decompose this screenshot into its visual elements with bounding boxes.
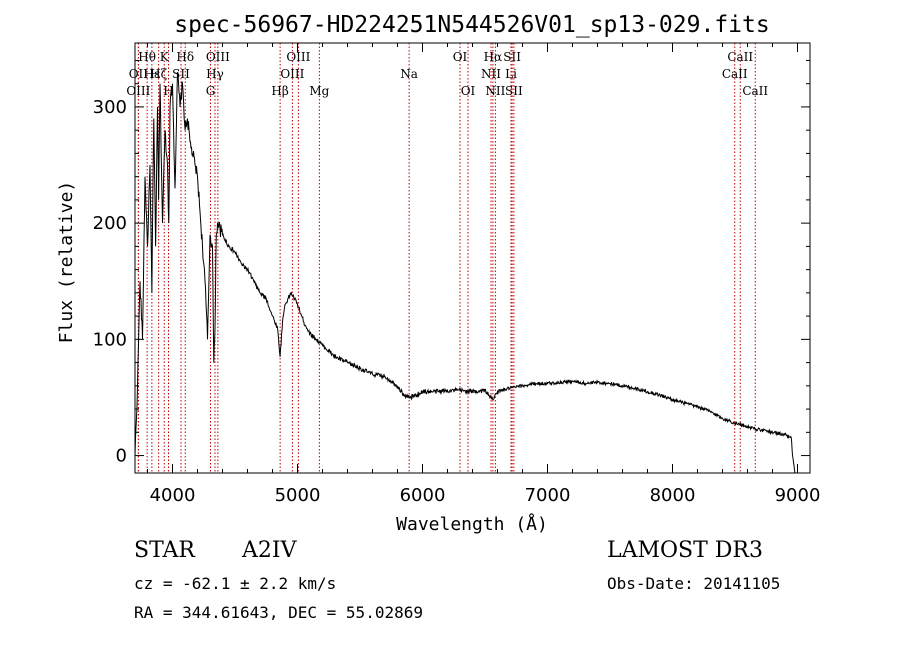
flux-line — [134, 71, 796, 474]
line-label-0: Hθ — [138, 50, 156, 64]
line-label-14: Hβ — [271, 84, 288, 98]
y-axis-label: Flux (relative) — [56, 181, 77, 344]
redshift-text: cz = -62.1 ± 2.2 km/s — [134, 574, 337, 593]
x-tick-label-4: 8000 — [650, 485, 696, 506]
line-label-22: Li — [505, 67, 517, 81]
emission-line-markers — [137, 43, 756, 473]
y-tick-label-1: 100 — [93, 329, 127, 350]
x-tick-label-5: 9000 — [775, 485, 821, 506]
line-label-3: Hε — [144, 67, 161, 81]
line-label-1: OII — [129, 67, 149, 81]
x-axis-label: Wavelength (Å) — [396, 513, 548, 535]
line-label-21: NII — [481, 67, 501, 81]
line-label-13: OIII — [280, 67, 304, 81]
line-label-18: OI — [461, 84, 476, 98]
line-label-8: SII — [172, 67, 190, 81]
survey-name: LAMOST DR3 — [607, 538, 763, 563]
line-label-7: Hδ — [176, 50, 194, 64]
line-label-12: OIII — [286, 50, 310, 64]
line-label-27: CaII — [742, 84, 768, 98]
y-tick-label-2: 200 — [93, 213, 127, 234]
flux-series — [134, 71, 796, 474]
y-tick-label-3: 300 — [93, 97, 127, 118]
axes: 4000 5000 6000 7000 8000 9000 0 100 200 300 — [93, 42, 821, 506]
line-label-2: OIII — [126, 84, 150, 98]
x-tick-label-2: 6000 — [400, 485, 446, 506]
line-label-19: Hα — [484, 50, 503, 64]
line-label-4: Hζ — [150, 67, 167, 81]
object-subclass: A2IV — [242, 538, 297, 563]
x-tick-label-3: 7000 — [525, 485, 571, 506]
line-label-25: CaII — [727, 50, 753, 64]
line-label-17: OI — [453, 50, 468, 64]
line-label-24: SII — [505, 84, 523, 98]
coordinates: RA = 344.61643, DEC = 55.02869 — [134, 603, 423, 622]
chart-title: spec-56967-HD224251N544526V01_sp13-029.f… — [174, 12, 769, 38]
line-label-6: H — [163, 84, 173, 98]
line-label-15: Mg — [309, 84, 329, 98]
line-label-10: Hγ — [206, 67, 224, 81]
line-label-20: SII — [503, 50, 521, 64]
object-class: STAR — [134, 538, 195, 563]
line-label-11: G — [206, 84, 216, 98]
observation-date: Obs-Date: 20141105 — [607, 574, 781, 593]
y-tick-label-0: 0 — [116, 446, 127, 467]
plot-frame — [134, 42, 811, 474]
line-label-9: OIII — [206, 50, 230, 64]
line-label-23: NII — [485, 84, 505, 98]
x-tick-label-0: 4000 — [150, 485, 196, 506]
x-tick-label-1: 5000 — [275, 485, 321, 506]
line-label-5: K — [160, 50, 170, 64]
line-label-16: Na — [400, 67, 418, 81]
line-label-26: CaII — [722, 67, 748, 81]
